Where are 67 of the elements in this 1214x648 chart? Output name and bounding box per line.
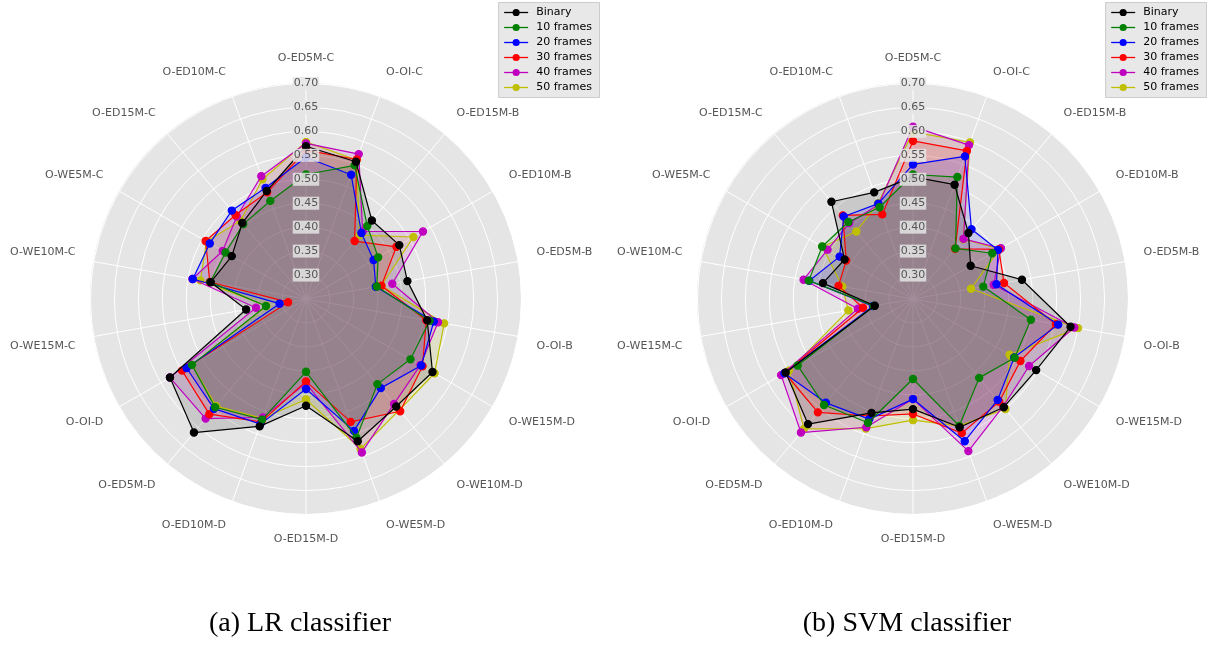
spoke-label: O-OI-C [993, 65, 1031, 79]
legend-label: 40 frames [536, 65, 593, 79]
spoke-label: O-WE15M-C [10, 339, 76, 353]
spoke-label: O-OI-C [386, 65, 424, 79]
spoke-label: O-ED10M-B [508, 168, 572, 182]
legend-label: 40 frames [1143, 65, 1200, 79]
y-tick-label: 0.35 [900, 243, 926, 257]
spoke-label: O-WE15M-C [617, 339, 683, 353]
spoke-label: O-WE5M-D [386, 518, 446, 532]
legend-label: 20 frames [536, 35, 593, 49]
spoke-label: O-ED5M-D [98, 477, 156, 491]
spoke-label: O-WE15M-D [1115, 415, 1182, 429]
spoke-label: O-ED10M-D [161, 518, 226, 532]
legend-label: Binary [536, 5, 572, 19]
y-tick-label: 0.50 [900, 172, 926, 186]
spoke-label: O-ED5M-D [705, 477, 763, 491]
y-tick-label: 0.55 [293, 148, 319, 162]
spoke-label: O-WE10M-D [1063, 477, 1130, 491]
spoke-label: O-ED5M-B [536, 244, 593, 258]
legend-label: 50 frames [536, 80, 593, 94]
spoke-label: O-WE10M-D [456, 477, 523, 491]
y-tick-label: 0.60 [293, 124, 319, 138]
y-tick-label: 0.30 [900, 267, 926, 281]
spoke-label: O-ED5M-B [1143, 244, 1200, 258]
spoke-label: O-OI-D [65, 415, 104, 429]
text: (b) SVM classifier [801, 606, 1013, 638]
spoke-label: O-ED10M-C [162, 65, 227, 79]
y-tick-label: 0.45 [900, 196, 926, 210]
y-tick-label: 0.55 [900, 148, 926, 162]
y-tick-label: 0.30 [293, 267, 319, 281]
spoke-label: O-WE10M-C [617, 244, 683, 258]
spoke-label: O-ED15M-C [699, 106, 763, 119]
spoke-label: O-WE15M-D [508, 415, 575, 429]
y-tick-label: 0.65 [900, 100, 926, 114]
y-tick-label: 0.35 [293, 243, 319, 257]
spoke-label: O-ED10M-B [1115, 168, 1179, 182]
spoke-label: O-ED15M-D [273, 532, 339, 546]
spoke-label: O-ED10M-D [768, 518, 833, 532]
spoke-label: O-OI-D [672, 415, 711, 429]
legend-label: Binary [1143, 5, 1179, 19]
spoke-label: O-OI-B [536, 339, 573, 353]
spoke-label: O-WE5M-D [993, 518, 1053, 532]
y-tick-label: 0.65 [293, 100, 319, 114]
legend-label: 50 frames [1143, 80, 1200, 94]
spoke-label: O-WE5M-C [44, 168, 104, 182]
y-tick-label: 0.70 [900, 76, 926, 90]
spoke-label: O-ED15M-D [880, 532, 946, 546]
legend-label: 10 frames [536, 20, 593, 34]
y-tick-label: 0.50 [293, 172, 319, 186]
y-tick-label: 0.40 [900, 220, 926, 234]
y-tick-label: 0.45 [293, 196, 319, 210]
spoke-label: O-ED5M-C [277, 51, 335, 65]
legend-label: 20 frames [1143, 35, 1200, 49]
spoke-label: O-ED15M-C [92, 106, 156, 119]
y-tick-label: 0.70 [293, 76, 319, 90]
spoke-label: O-WE5M-C [651, 168, 711, 182]
text: (a) LR classifier [208, 606, 392, 638]
legend-label: 30 frames [1143, 50, 1200, 64]
spoke-label: O-ED15M-B [1063, 106, 1127, 119]
y-tick-label: 0.40 [293, 220, 319, 234]
spoke-label: O-ED5M-C [884, 51, 942, 65]
spoke-label: O-WE10M-C [10, 244, 76, 258]
legend-label: 10 frames [1143, 20, 1200, 34]
spoke-label: O-OI-B [1143, 339, 1180, 353]
spoke-label: O-ED15M-B [456, 106, 520, 119]
spoke-label: O-ED10M-C [769, 65, 834, 79]
legend-label: 30 frames [536, 50, 593, 64]
